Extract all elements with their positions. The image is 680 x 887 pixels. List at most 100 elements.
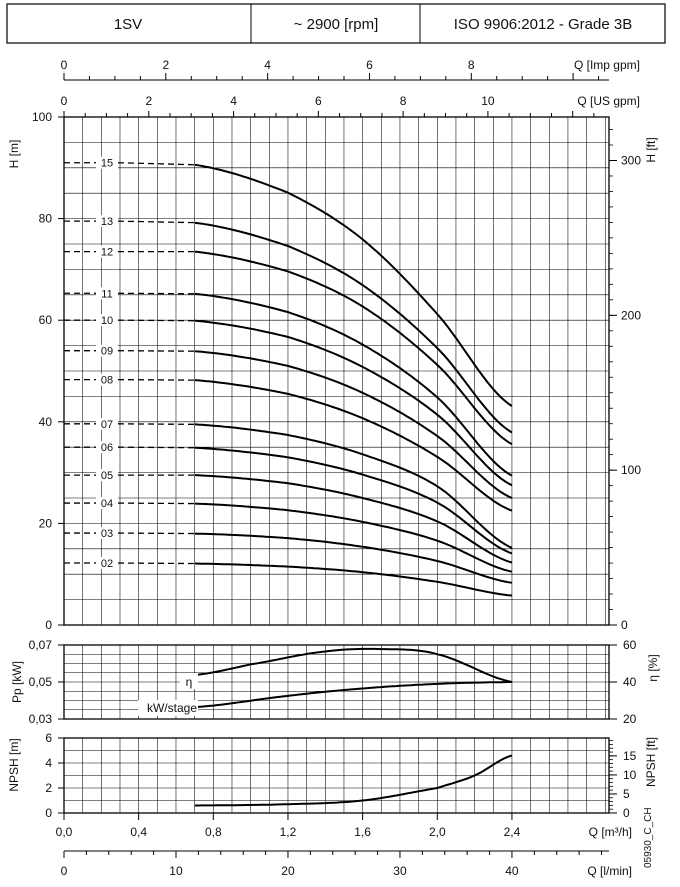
stage-label-bg xyxy=(96,215,118,228)
head-curve-03 xyxy=(194,532,513,584)
us-gpm-tick-label: 4 xyxy=(230,94,237,108)
imp-gpm-tick-label: 8 xyxy=(468,58,475,72)
model-label: 1SV xyxy=(114,16,142,33)
y2-tick-label: 200 xyxy=(621,308,641,322)
y-tick-label: 0 xyxy=(45,806,52,820)
head-curve-02 xyxy=(194,562,512,597)
stage-label-bg xyxy=(96,497,118,510)
stage-label-04: 04 xyxy=(101,498,113,510)
dashed-extension xyxy=(117,423,195,425)
y2-axis-label: NPSH [ft] xyxy=(644,737,658,787)
drawing-code: 05930_C_CH xyxy=(643,807,654,868)
y-axis-label: Pp [kW] xyxy=(10,661,24,703)
npsh-chart: 0 2 4 6 0 5 10 15 NPSH [m] NPSH [ft] xyxy=(7,731,658,820)
us-gpm-tick-label: 0 xyxy=(61,94,68,108)
head-curve-05 xyxy=(194,474,513,564)
stage-label-bg xyxy=(96,344,118,357)
lmin-tick-label: 0 xyxy=(61,864,68,878)
us-gpm-tick-label: 2 xyxy=(145,94,152,108)
standard-label: ISO 9906:2012 - Grade 3B xyxy=(454,16,632,33)
y2-tick-label: 0 xyxy=(621,618,628,632)
stage-label-bg xyxy=(96,469,118,482)
imp-gpm-tick-label: 4 xyxy=(264,58,271,72)
power-curve xyxy=(194,681,512,709)
head-curve-04 xyxy=(194,502,513,573)
y2-tick-label: 60 xyxy=(623,638,637,652)
head-curve-12 xyxy=(194,250,513,446)
dashed-extension xyxy=(117,350,195,352)
dashed-extension xyxy=(117,319,195,322)
y-tick-label: 60 xyxy=(39,313,53,327)
x-tick-label: 2,0 xyxy=(429,825,446,839)
y2-axis-label: H [ft] xyxy=(644,137,658,162)
stage-label-10: 10 xyxy=(101,315,113,327)
stage-label-07: 07 xyxy=(101,419,113,431)
label-bg xyxy=(180,673,198,689)
head-curve-09 xyxy=(194,350,513,499)
head-curve-06 xyxy=(194,446,513,555)
y-tick-label: 40 xyxy=(39,415,53,429)
stage-label-12: 12 xyxy=(101,247,113,259)
y2-tick-label: 300 xyxy=(621,153,641,167)
y-tick-label: 0,03 xyxy=(29,712,53,726)
y-tick-label: 0,07 xyxy=(29,638,53,652)
npsh-curve xyxy=(194,754,513,807)
y2-tick-label: 100 xyxy=(621,463,641,477)
y2-tick-label: 20 xyxy=(623,712,637,726)
head-curve-11 xyxy=(194,292,513,477)
us-gpm-tick-label: 6 xyxy=(315,94,322,108)
lmin-tick-label: 30 xyxy=(393,864,407,878)
y2-tick-label: 5 xyxy=(623,787,630,801)
top-flow-axes: 0 2 4 6 8 Q [Imp gpm] 0 2 4 6 8 10 Q [US gpm] xyxy=(61,58,640,117)
x-axis-label: Q [m³/h] xyxy=(589,825,632,839)
stage-label-06: 06 xyxy=(101,442,113,454)
speed-label: ~ 2900 [rpm] xyxy=(294,16,379,33)
us-gpm-tick-label: 8 xyxy=(400,94,407,108)
stage-label-bg xyxy=(96,417,118,430)
x-tick-label: 0,8 xyxy=(205,825,222,839)
y-tick-label: 100 xyxy=(32,110,52,124)
head-curve-10 xyxy=(194,319,513,487)
y2-axis-label: η [%] xyxy=(646,654,660,681)
us-gpm-axis-label: Q [US gpm] xyxy=(577,94,640,108)
imp-gpm-axis-label: Q [Imp gpm] xyxy=(574,58,640,72)
y2-tick-label: 0 xyxy=(623,806,630,820)
y-tick-label: 6 xyxy=(45,731,52,745)
stage-label-bg xyxy=(96,441,118,454)
stage-label-02: 02 xyxy=(101,558,113,570)
dashed-extension xyxy=(117,562,195,565)
stage-label-09: 09 xyxy=(101,346,113,358)
lmin-axis-label: Q [l/min] xyxy=(587,864,632,878)
stage-label-bg xyxy=(96,557,118,570)
stage-label-08: 08 xyxy=(101,375,113,387)
stage-label-bg xyxy=(96,373,118,386)
stage-label-05: 05 xyxy=(101,470,113,482)
stage-label-bg xyxy=(96,156,118,169)
lmin-tick-label: 20 xyxy=(281,864,295,878)
x-tick-label: 2,4 xyxy=(504,825,521,839)
dashed-extension xyxy=(117,446,195,449)
label-bg xyxy=(138,700,198,716)
y2-tick-label: 40 xyxy=(623,675,637,689)
dashed-extension xyxy=(117,162,195,166)
bottom-flow-axes: 0,0 0,4 0,8 1,2 1,6 2,0 2,4 Q [m³/h] 0 10 20 30 40 Q … xyxy=(56,813,632,878)
y-tick-label: 0,05 xyxy=(29,675,53,689)
us-gpm-tick-label: 10 xyxy=(481,94,495,108)
x-tick-label: 1,6 xyxy=(354,825,371,839)
dashed-extension xyxy=(117,532,195,535)
y-tick-label: 80 xyxy=(39,212,53,226)
x-tick-label: 0,0 xyxy=(56,825,73,839)
dashed-extension xyxy=(117,378,195,381)
imp-gpm-tick-label: 2 xyxy=(162,58,169,72)
stage-label-03: 03 xyxy=(101,528,113,540)
stage-label-bg xyxy=(96,314,118,327)
power-label: kW/stage xyxy=(147,701,197,715)
y-tick-label: 4 xyxy=(45,756,52,770)
power-efficiency-chart: 0,03 0,05 0,07 20 40 60 Pp [kW] η [%] η kW/stage xyxy=(10,638,660,726)
y-tick-label: 20 xyxy=(39,516,53,530)
y-axis-label: NPSH [m] xyxy=(7,738,21,791)
stage-label-bg xyxy=(96,527,118,540)
head-curve-07 xyxy=(194,423,513,549)
stage-label-11: 11 xyxy=(101,288,112,300)
